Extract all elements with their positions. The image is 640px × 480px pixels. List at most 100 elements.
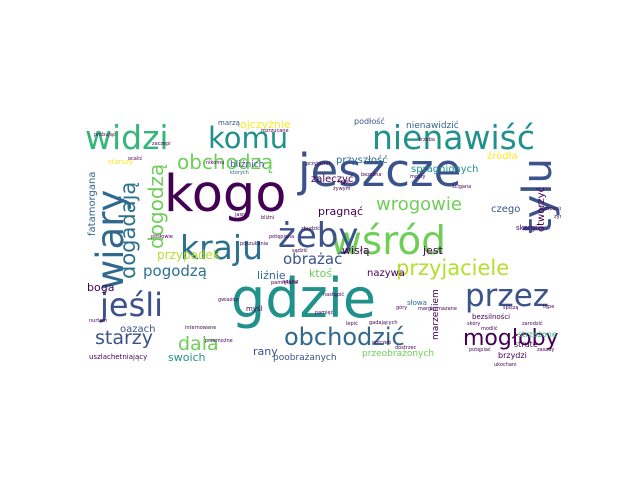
word: lepić — [346, 321, 358, 327]
word: potępiać — [469, 347, 491, 353]
word: margi — [418, 306, 433, 312]
word: poszukania — [240, 241, 269, 247]
word: zbudzić — [301, 226, 320, 232]
word: rozrzucić — [540, 206, 561, 212]
word: dostrzec — [395, 345, 417, 351]
word: rany — [253, 345, 278, 358]
word: jeśli — [100, 286, 164, 324]
word: ojczyźnie — [240, 118, 291, 131]
word: ukochani — [494, 362, 517, 368]
word: jest — [423, 244, 443, 257]
word: ścigana — [452, 184, 472, 190]
word: wrogowie — [376, 194, 462, 215]
word: czego — [491, 204, 521, 215]
word: uszlachetniający — [89, 353, 148, 361]
word: przyjaciół — [306, 161, 330, 167]
word: nazywa — [367, 268, 405, 279]
word: oazach — [120, 324, 156, 335]
word: modlić — [481, 326, 498, 332]
word: nikomu — [206, 160, 225, 166]
word: żeby — [278, 216, 359, 256]
word: skóry — [467, 321, 481, 327]
word: wisłą — [342, 244, 370, 257]
word: gdzie — [231, 267, 377, 330]
word: gadających — [369, 320, 398, 326]
word: potrzeb — [372, 340, 392, 346]
word: jasnej — [235, 212, 250, 218]
word: przyjaciele — [396, 256, 510, 280]
word: przypadek — [157, 248, 220, 262]
word: widzi — [85, 118, 169, 157]
word: kolei — [338, 179, 350, 185]
word: obrażać — [283, 250, 343, 268]
word: podłość — [354, 117, 385, 126]
word-cloud: gdzie kogo jeszcze wśród nienawiść widzi… — [80, 114, 561, 367]
word: trzeba — [419, 137, 435, 143]
word: wymazane — [430, 306, 457, 312]
word: fatamorgana — [87, 171, 98, 236]
word: próbując — [94, 132, 116, 138]
word: marzą — [218, 119, 240, 127]
word: spiszą — [503, 305, 519, 311]
word: dogadają — [116, 181, 140, 279]
word: pamiętane — [271, 280, 298, 286]
word: kogo — [164, 165, 287, 224]
word: zaczepi — [152, 141, 171, 147]
word: strute — [514, 340, 538, 349]
word: bliźni — [261, 215, 275, 221]
word: starzy — [95, 327, 154, 349]
word: bezsilna — [361, 172, 382, 178]
word: starszy — [108, 158, 134, 166]
word: mogłoby — [463, 326, 559, 351]
word: skargi — [516, 224, 538, 232]
word: nienawidzić — [406, 121, 459, 131]
word: ktoś — [309, 267, 333, 280]
word: strzeżone — [518, 330, 557, 339]
word: myśl — [246, 305, 263, 313]
word: sojusz — [283, 279, 299, 285]
word: rozrzucane — [261, 128, 289, 134]
word: poobrażanych — [273, 353, 337, 363]
word: swoich — [168, 351, 206, 364]
word: gwiazdy — [218, 297, 239, 303]
word: komu — [208, 121, 289, 155]
word: przez — [465, 278, 550, 314]
word: bliźnich — [230, 160, 265, 170]
word: wśród — [330, 219, 447, 264]
word: których — [230, 170, 249, 176]
word: boga — [87, 281, 115, 294]
word: kraju — [180, 228, 263, 267]
word: dala — [178, 333, 219, 355]
word: tępe — [543, 304, 555, 310]
word: pamięć — [315, 310, 334, 316]
word: obchodzą — [177, 150, 274, 174]
word: brzydzi — [498, 351, 527, 360]
word: zymyn — [554, 214, 561, 220]
word: liźnie — [257, 269, 286, 282]
word: przemożne — [205, 338, 233, 344]
word: jeszcze — [298, 144, 462, 197]
word: nastąpić — [323, 292, 345, 298]
word: marzeniem — [431, 289, 441, 340]
word: internowane — [185, 325, 217, 331]
word: pogodzą — [143, 262, 207, 280]
word: spragnionych — [411, 164, 479, 175]
word: potępiana — [269, 234, 295, 240]
word: ocalić — [128, 156, 143, 162]
word: żywym — [333, 186, 351, 192]
word: zaleczyć — [311, 174, 354, 185]
word: przeobrażonych — [362, 349, 435, 359]
word: posłowie — [151, 234, 173, 240]
word: pragnąć — [318, 205, 363, 218]
word: przyszłość — [336, 155, 388, 166]
word: zarodzić — [522, 321, 543, 327]
word: źródła — [487, 151, 518, 162]
word: nienawiść — [372, 118, 536, 157]
word: bezsilności — [472, 313, 511, 321]
word: mosty — [410, 174, 426, 180]
word: nurtem — [89, 318, 108, 324]
word: góry — [396, 305, 408, 311]
word: zasady — [537, 347, 555, 353]
word: sądzić — [292, 248, 308, 254]
word: słowa — [407, 299, 427, 307]
